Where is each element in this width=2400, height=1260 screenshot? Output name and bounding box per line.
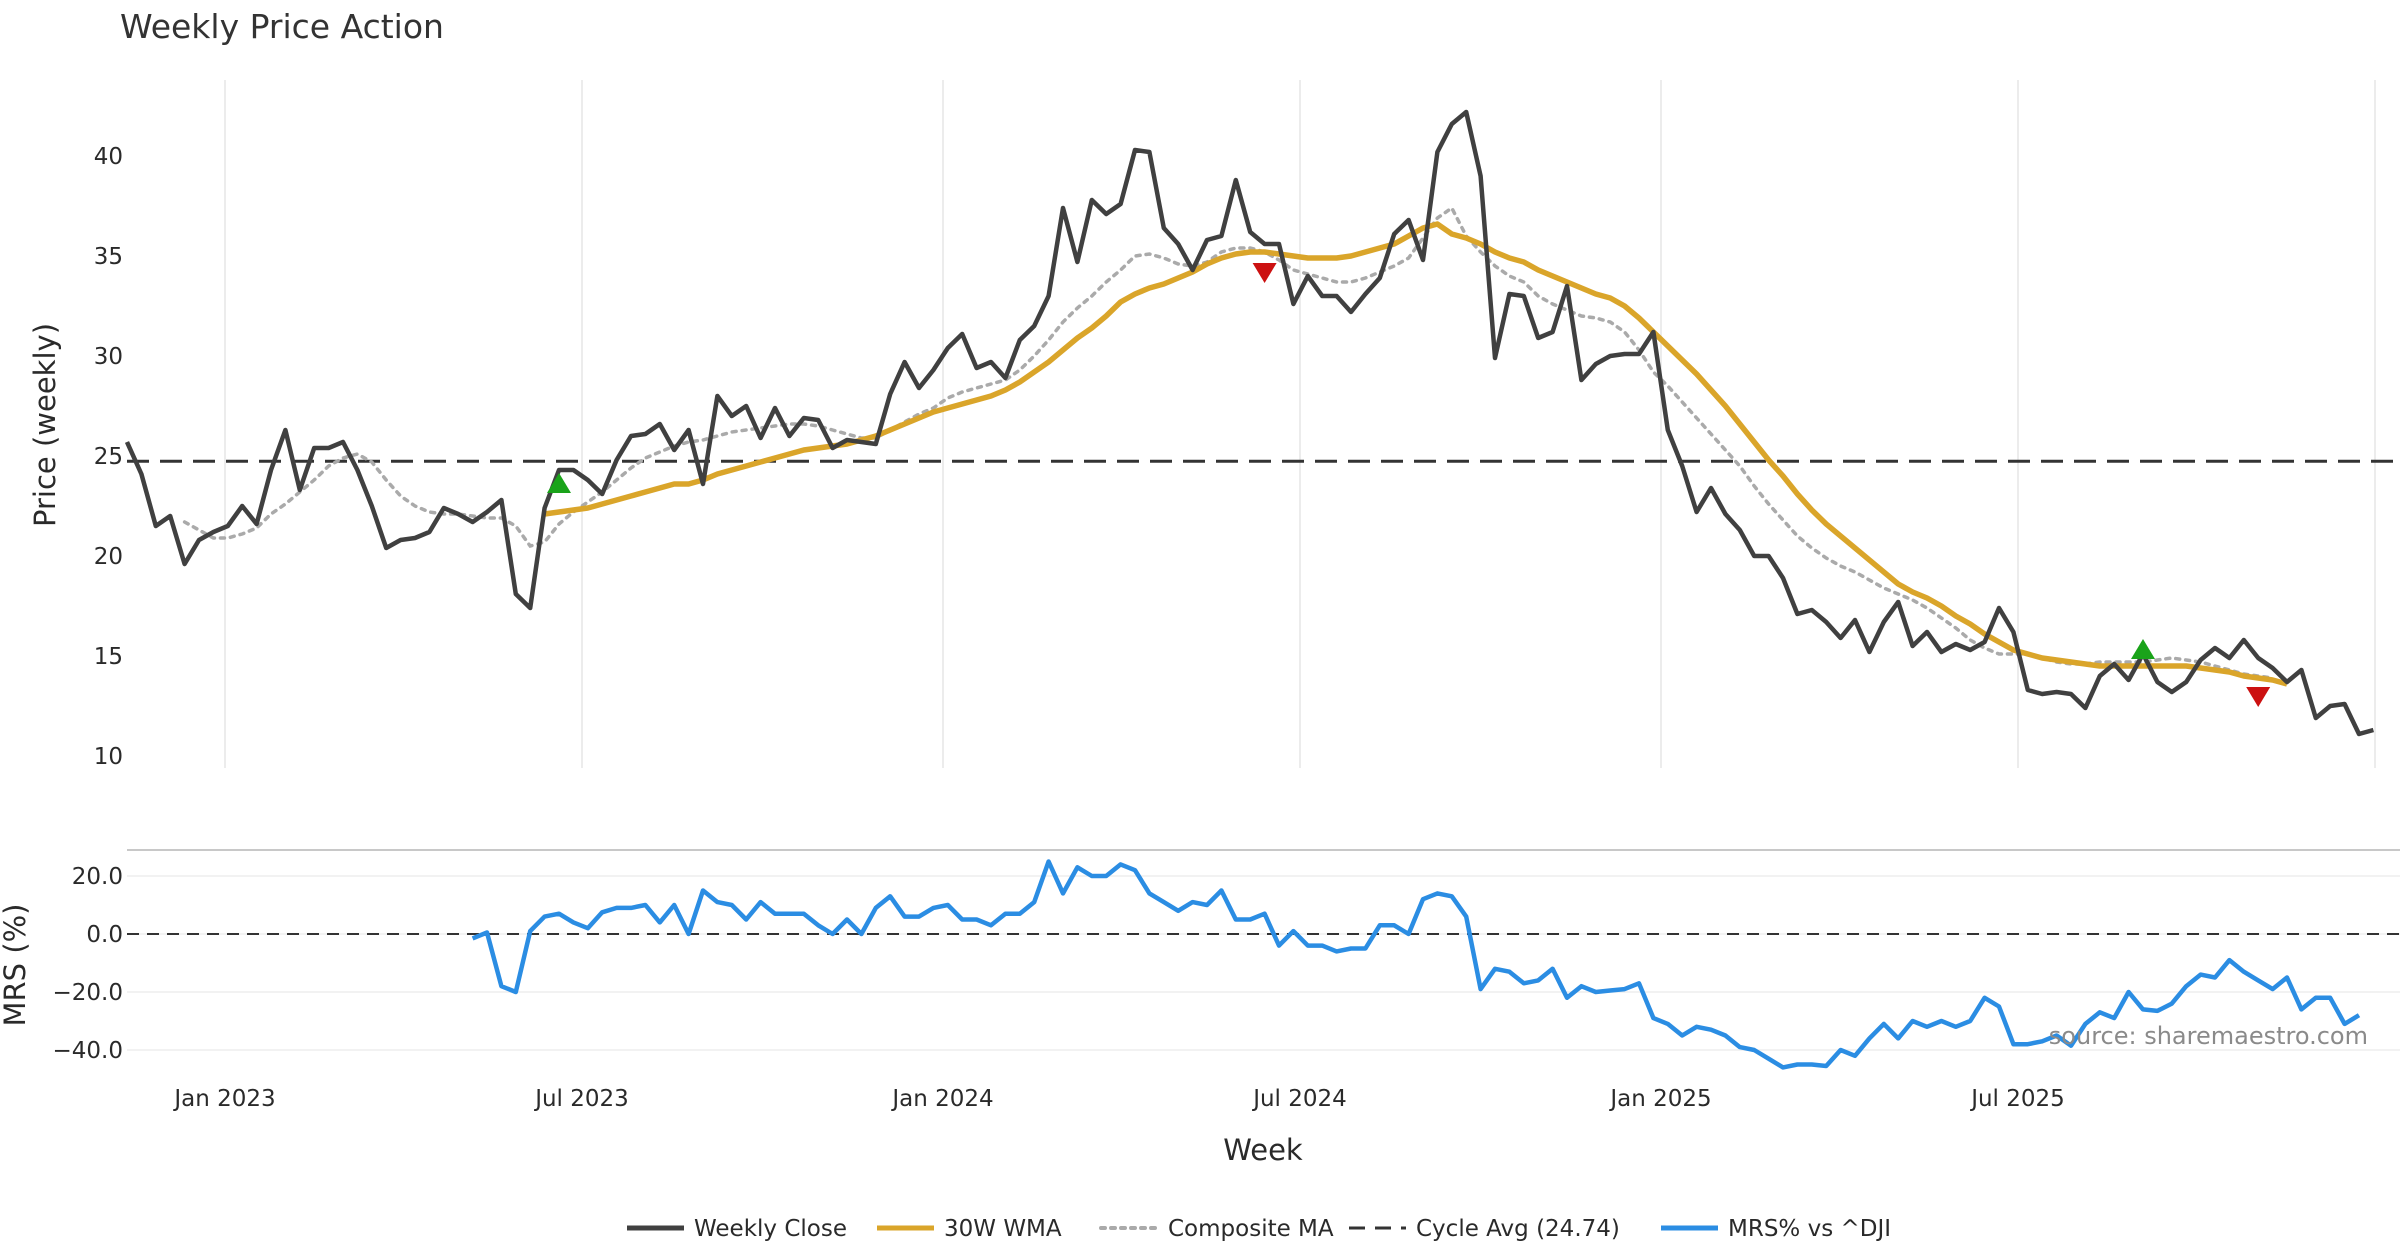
mrs-y-axis-label: MRS (%) [0,904,32,1027]
mrs-y-ticks: −40.0 −20.0 0.0 20.0 [53,864,123,1064]
price-y-axis-label: Price (weekly) [28,323,62,527]
mrs-y-tick: −20.0 [53,980,123,1006]
price-gridlines [224,80,2376,768]
x-tick-label: Jul 2024 [1251,1086,1347,1112]
x-axis-ticks: Jan 2023 Jul 2023 Jan 2024 Jul 2024 Jan 2025… [172,1086,2064,1112]
buy-signal-marker [547,473,571,493]
x-axis-label: Week [1223,1133,1303,1167]
price-y-tick: 40 [94,144,123,170]
sell-signal-marker [2246,687,2271,707]
price-y-ticks: 10 15 20 25 30 35 40 [94,144,123,770]
x-tick-label: Jul 2023 [533,1086,629,1112]
mrs-gridlines [127,875,2400,1051]
price-panel: 10 15 20 25 30 35 40 Price (weekly) [28,80,2400,770]
legend-label: Cycle Avg (24.74) [1416,1216,1620,1242]
mrs-y-tick: −40.0 [53,1038,123,1064]
price-y-tick: 25 [94,444,123,470]
x-tick-label: Jul 2025 [1969,1086,2065,1112]
chart-title: Weekly Price Action [120,7,444,46]
price-y-tick: 10 [94,744,123,770]
sell-signal-marker [1252,263,1277,283]
x-tick-label: Jan 2025 [1608,1086,1711,1112]
x-tick-label: Jan 2023 [172,1086,275,1112]
mrs-line [471,859,2361,1070]
mrs-panel: −40.0 −20.0 0.0 20.0 MRS (%) source: sharem… [0,859,2400,1070]
weekly-close-line [124,109,2375,737]
price-y-tick: 35 [94,244,123,270]
x-tick-label: Jan 2024 [890,1086,993,1112]
source-credit: source: sharemaestro.com [2049,1022,2368,1050]
signal-markers [547,263,2271,707]
price-y-tick: 20 [94,544,123,570]
wma-30w-line [544,221,2288,687]
buy-signal-marker [2131,639,2155,659]
legend-label: Composite MA [1168,1216,1334,1242]
price-y-tick: 15 [94,644,123,670]
mrs-y-tick: 0.0 [86,922,123,948]
mrs-y-tick: 20.0 [72,864,123,890]
price-y-tick: 30 [94,344,123,370]
composite-ma-line [182,205,2275,680]
legend-label: Weekly Close [694,1216,847,1242]
legend-label: 30W WMA [944,1216,1062,1242]
legend-label: MRS% vs ^DJI [1728,1216,1891,1242]
legend: Weekly Close 30W WMA Composite MA Cycle Avg… [627,1216,1891,1242]
